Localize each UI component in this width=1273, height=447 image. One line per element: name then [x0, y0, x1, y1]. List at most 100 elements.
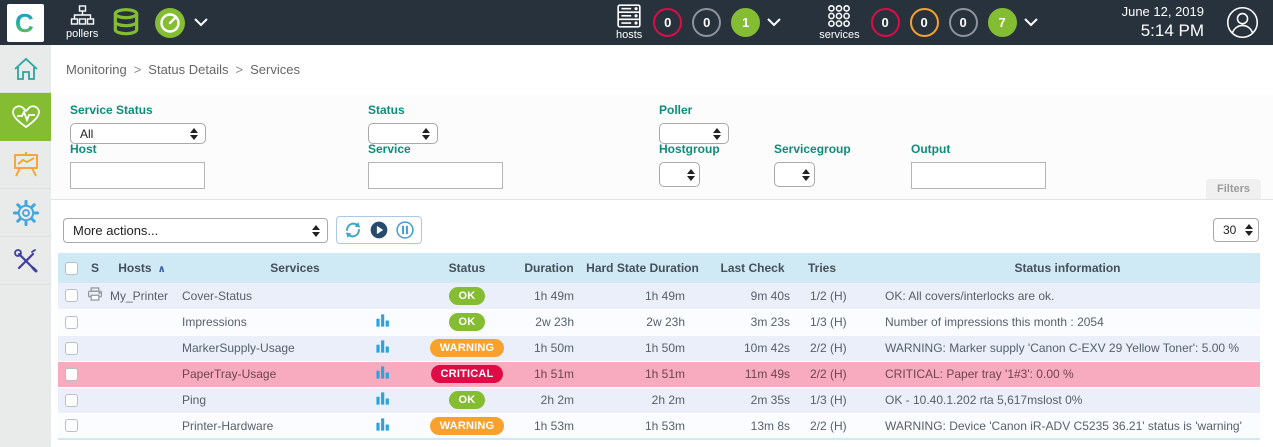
- tries-cell: 2/2 (H): [800, 361, 875, 387]
- column-header-hosts[interactable]: Hosts ∧: [106, 253, 178, 283]
- breadcrumb: Monitoring > Status Details > Services: [51, 45, 1273, 95]
- service-input[interactable]: [368, 162, 503, 189]
- service-status-select[interactable]: All: [70, 123, 206, 144]
- service-status-label: Service Status: [70, 103, 153, 117]
- breadcrumb-item[interactable]: Monitoring: [66, 62, 127, 77]
- status-information-cell: OK: All covers/interlocks are ok.: [875, 283, 1260, 309]
- select-all-header: [58, 253, 84, 283]
- column-header-s[interactable]: S: [84, 253, 106, 283]
- hard-state-duration-cell: 2h 2m: [580, 387, 705, 413]
- column-header-hard-state-duration[interactable]: Hard State Duration: [580, 253, 705, 283]
- column-header-services[interactable]: Services: [178, 253, 412, 283]
- filters-tab[interactable]: Filters: [1205, 179, 1261, 199]
- service-link[interactable]: PaperTray-Usage: [182, 367, 277, 381]
- play-button[interactable]: [369, 220, 389, 240]
- status-badge: OK: [448, 313, 486, 331]
- host-label: Host: [70, 142, 97, 156]
- hosts-counter-green-filled[interactable]: 1: [731, 8, 761, 37]
- page-size-select[interactable]: 30: [1213, 218, 1259, 242]
- row-checkbox[interactable]: [64, 315, 78, 329]
- graph-link[interactable]: [376, 417, 390, 435]
- row-checkbox[interactable]: [64, 367, 78, 381]
- tools-icon: [13, 248, 37, 272]
- column-header-tries[interactable]: Tries: [800, 253, 875, 283]
- status-cell: WARNING: [412, 413, 522, 439]
- graph-icon: [376, 366, 389, 379]
- user-menu[interactable]: [1226, 6, 1259, 39]
- services-chevron[interactable]: [1023, 18, 1038, 27]
- tries-cell: 2/2 (H): [800, 335, 875, 361]
- services-menu[interactable]: services: [819, 4, 860, 41]
- column-header-status[interactable]: Status: [412, 253, 522, 283]
- host-cell: [106, 387, 178, 413]
- poller-latency-status[interactable]: [154, 7, 186, 39]
- host-link[interactable]: My_Printer: [110, 288, 169, 303]
- select-stepper-icon: [1245, 224, 1253, 236]
- status-cell: WARNING: [412, 335, 522, 361]
- pollers-chevron[interactable]: [194, 18, 209, 27]
- row-checkbox[interactable]: [64, 341, 78, 355]
- hosts-chevron[interactable]: [767, 18, 781, 27]
- hosts-counter-red-outline[interactable]: 0: [653, 8, 683, 37]
- hosts-counter-gray-outline[interactable]: 0: [692, 8, 722, 37]
- service-link[interactable]: Printer-Hardware: [182, 418, 274, 433]
- centreon-logo[interactable]: C: [7, 3, 44, 42]
- host-cell: [106, 335, 178, 361]
- hostgroup-select[interactable]: [659, 162, 700, 187]
- status-icon-cell: [84, 387, 106, 413]
- row-checkbox[interactable]: [64, 393, 78, 407]
- hard-state-duration-cell: 1h 50m: [580, 335, 705, 361]
- more-actions-select[interactable]: More actions...: [63, 218, 328, 243]
- service-link[interactable]: Ping: [182, 393, 207, 407]
- gear-icon: [12, 199, 39, 226]
- column-header-duration[interactable]: Duration: [522, 253, 580, 283]
- graph-link[interactable]: [376, 391, 390, 409]
- select-all-checkbox[interactable]: [64, 261, 78, 275]
- table-row: PaperTray-Usage CRITICAL 1h 51m 1h 51m 11m 4…: [58, 361, 1260, 387]
- select-stepper-icon: [687, 168, 695, 181]
- services-counter-green-filled[interactable]: 7: [987, 8, 1017, 37]
- refresh-button[interactable]: [343, 220, 363, 240]
- service-link[interactable]: MarkerSupply-Usage: [182, 341, 295, 355]
- sidebar-item-administration[interactable]: [0, 237, 51, 285]
- pollers-menu[interactable]: pollers: [66, 5, 98, 40]
- service-cell: PaperTray-Usage: [178, 361, 412, 387]
- status-icon-cell: [84, 283, 106, 309]
- last-check-cell: 10m 42s: [705, 335, 800, 361]
- column-header-last-check[interactable]: Last Check: [705, 253, 800, 283]
- row-checkbox[interactable]: [64, 419, 78, 433]
- chevron-down-icon: [194, 18, 209, 27]
- sidebar-item-configuration[interactable]: [0, 189, 51, 237]
- breadcrumb-item[interactable]: Status Details: [148, 62, 229, 77]
- service-link[interactable]: Impressions: [182, 315, 247, 329]
- output-input[interactable]: [911, 162, 1046, 189]
- hosts-menu[interactable]: hosts: [616, 4, 642, 41]
- sidebar-item-reporting[interactable]: [0, 141, 51, 189]
- home-icon: [13, 57, 38, 80]
- graph-link[interactable]: [376, 313, 390, 331]
- status-select[interactable]: [368, 123, 438, 144]
- host-input[interactable]: [70, 162, 205, 189]
- poller-database-status[interactable]: [110, 7, 142, 39]
- pause-button[interactable]: [395, 220, 415, 240]
- sidebar-item-home[interactable]: [0, 45, 51, 93]
- sidebar-item-monitoring[interactable]: [0, 93, 51, 141]
- graph-link[interactable]: [376, 365, 390, 383]
- row-checkbox[interactable]: [64, 289, 78, 303]
- duration-cell: 2h 2m: [522, 387, 580, 413]
- service-link[interactable]: Cover-Status: [182, 288, 253, 303]
- services-icon: [828, 5, 851, 27]
- pollers-icon: [70, 5, 94, 25]
- graph-link[interactable]: [376, 339, 390, 357]
- breadcrumb-item[interactable]: Services: [250, 62, 300, 77]
- table-row: Impressions OK 2w 23h 2w 23h 3m 23s 1/3 (H) Nu…: [58, 309, 1260, 335]
- column-header-status-information[interactable]: Status information: [875, 253, 1260, 283]
- services-counter-orange-outline[interactable]: 0: [909, 8, 939, 37]
- select-stepper-icon: [312, 224, 320, 237]
- poller-select[interactable]: [659, 123, 729, 144]
- services-counter-gray-outline[interactable]: 0: [948, 8, 978, 37]
- services-counter-red-outline[interactable]: 0: [870, 8, 900, 37]
- servicegroup-select[interactable]: [774, 162, 815, 187]
- last-check-cell: 9m 40s: [705, 283, 800, 309]
